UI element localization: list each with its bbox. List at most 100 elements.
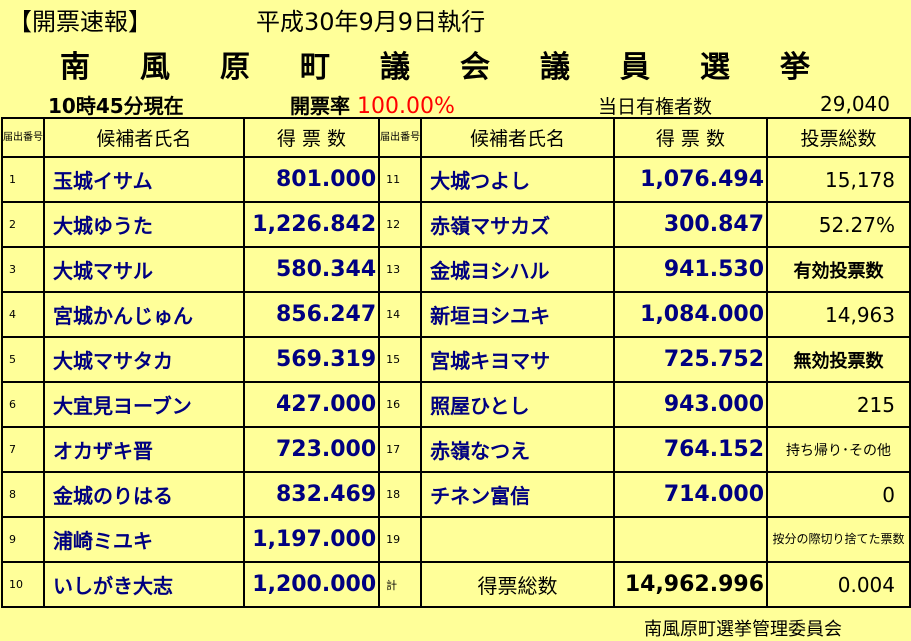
candidate-votes: 1,076.494 xyxy=(612,156,769,203)
table-row: 1 玉城イサム 801.000 11 大城つよし 1,076.494 15,17… xyxy=(1,156,911,203)
rate-label: 開票率 xyxy=(290,94,350,118)
header-no: 届出番号 xyxy=(378,117,423,158)
candidate-name: 大城マサル xyxy=(43,246,245,293)
total-row-label: 計 xyxy=(378,561,423,608)
candidate-no: 11 xyxy=(378,156,423,203)
candidate-name: 玉城イサム xyxy=(43,156,245,203)
candidate-votes: 943.000 xyxy=(612,381,769,428)
rounding-label: 按分の際切り捨てた票数 xyxy=(766,516,911,563)
candidate-votes: 856.247 xyxy=(242,291,381,338)
title-char: 会 xyxy=(460,50,490,85)
total-votes-value: 15,178 xyxy=(766,156,911,203)
candidate-no: 6 xyxy=(1,381,45,428)
total-votes-sum: 14,962.996 xyxy=(612,561,769,608)
table-header-row: 届出番号 候補者氏名 得 票 数 届出番号 候補者氏名 得 票 数 投票総数 xyxy=(1,117,911,158)
candidate-votes: 1,226.842 xyxy=(242,201,381,248)
candidate-no: 15 xyxy=(378,336,423,383)
table-row: 6 大宜見ヨーブン 427.000 16 照屋ひとし 943.000 215 xyxy=(1,381,911,428)
candidate-no: 1 xyxy=(1,156,45,203)
total-votes-label: 得票総数 xyxy=(420,561,615,608)
candidate-votes: 427.000 xyxy=(242,381,381,428)
title-char: 員 xyxy=(620,50,650,85)
header-name: 候補者氏名 xyxy=(420,117,615,158)
candidate-name: 金城ヨシハル xyxy=(420,246,615,293)
candidate-no: 14 xyxy=(378,291,423,338)
candidate-name: 照屋ひとし xyxy=(420,381,615,428)
candidate-name: 浦崎ミユキ xyxy=(43,516,245,563)
candidate-name: 大城つよし xyxy=(420,156,615,203)
other-value: 0 xyxy=(766,471,911,518)
title-char: 原 xyxy=(220,50,250,85)
table-row: 7 オカザキ晋 723.000 17 赤嶺なつえ 764.152 持ち帰り･その… xyxy=(1,426,911,473)
title-char: 議 xyxy=(380,50,410,85)
title-char: 挙 xyxy=(780,50,810,85)
table-row: 10 いしがき大志 1,200.000 計 得票総数 14,962.996 0.… xyxy=(1,561,911,608)
candidate-no: 16 xyxy=(378,381,423,428)
table-row: 2 大城ゆうた 1,226.842 12 赤嶺マサカズ 300.847 52.2… xyxy=(1,201,911,248)
invalid-votes-label: 無効投票数 xyxy=(766,336,911,383)
footer-committee: 南風原町選挙管理委員会 xyxy=(644,619,842,640)
time-status: 10時45分現在 xyxy=(48,94,184,118)
invalid-votes-value: 215 xyxy=(766,381,911,428)
candidate-votes: 1,197.000 xyxy=(242,516,381,563)
candidate-name: 赤嶺マサカズ xyxy=(420,201,615,248)
title-char: 選 xyxy=(700,50,730,85)
title-char: 南 xyxy=(60,50,90,85)
header-votes: 得 票 数 xyxy=(612,117,769,158)
candidate-name: 宮城かんじゅん xyxy=(43,291,245,338)
candidate-name: 大城マサタカ xyxy=(43,336,245,383)
turnout-value: 52.27% xyxy=(766,201,911,248)
rate-status: 開票率 100.00% xyxy=(290,90,455,119)
table-row: 3 大城マサル 580.344 13 金城ヨシハル 941.530 有効投票数 xyxy=(1,246,911,293)
candidate-votes: 580.344 xyxy=(242,246,381,293)
rounding-value: 0.004 xyxy=(766,561,911,608)
candidate-name: 大宜見ヨーブン xyxy=(43,381,245,428)
candidate-votes: 764.152 xyxy=(612,426,769,473)
header-no: 届出番号 xyxy=(1,117,45,158)
candidate-no: 13 xyxy=(378,246,423,293)
candidate-no: 7 xyxy=(1,426,45,473)
header-votes: 得 票 数 xyxy=(242,117,381,158)
candidate-name: 新垣ヨシユキ xyxy=(420,291,615,338)
candidate-name: 金城のりはる xyxy=(43,471,245,518)
candidate-votes: 714.000 xyxy=(612,471,769,518)
table-row: 9 浦崎ミユキ 1,197.000 19 按分の際切り捨てた票数 xyxy=(1,516,911,563)
title-char: 議 xyxy=(540,50,570,85)
candidate-no: 2 xyxy=(1,201,45,248)
eligible-label: 当日有権者数 xyxy=(598,96,713,118)
other-label: 持ち帰り･その他 xyxy=(766,426,911,473)
table-row: 8 金城のりはる 832.469 18 チネン富信 714.000 0 xyxy=(1,471,911,518)
candidate-votes: 941.530 xyxy=(612,246,769,293)
candidate-no: 19 xyxy=(378,516,423,563)
rate-value: 100.00% xyxy=(356,94,455,119)
candidate-no: 10 xyxy=(1,561,45,608)
valid-votes-value: 14,963 xyxy=(766,291,911,338)
header-name: 候補者氏名 xyxy=(43,117,245,158)
candidate-votes: 569.319 xyxy=(242,336,381,383)
results-table: 届出番号 候補者氏名 得 票 数 届出番号 候補者氏名 得 票 数 投票総数 1… xyxy=(1,117,911,608)
candidate-name: いしがき大志 xyxy=(43,561,245,608)
candidate-votes: 1,200.000 xyxy=(242,561,381,608)
candidate-name: オカザキ晋 xyxy=(43,426,245,473)
candidate-votes: 832.469 xyxy=(242,471,381,518)
candidate-no: 3 xyxy=(1,246,45,293)
candidate-no: 8 xyxy=(1,471,45,518)
candidate-no: 9 xyxy=(1,516,45,563)
page-title: 南風原町議会議員選挙 xyxy=(60,42,860,86)
candidate-votes: 801.000 xyxy=(242,156,381,203)
candidate-no: 4 xyxy=(1,291,45,338)
candidate-no: 12 xyxy=(378,201,423,248)
candidate-votes: 300.847 xyxy=(612,201,769,248)
valid-votes-label: 有効投票数 xyxy=(766,246,911,293)
candidate-no: 17 xyxy=(378,426,423,473)
candidate-name: 宮城キヨマサ xyxy=(420,336,615,383)
candidate-no: 18 xyxy=(378,471,423,518)
bulletin-label: 【開票速報】 xyxy=(8,8,152,36)
title-char: 町 xyxy=(300,50,330,85)
table-row: 5 大城マサタカ 569.319 15 宮城キヨマサ 725.752 無効投票数 xyxy=(1,336,911,383)
candidate-name: 大城ゆうた xyxy=(43,201,245,248)
candidate-votes: 1,084.000 xyxy=(612,291,769,338)
candidate-name: 赤嶺なつえ xyxy=(420,426,615,473)
table-row: 4 宮城かんじゅん 856.247 14 新垣ヨシユキ 1,084.000 14… xyxy=(1,291,911,338)
candidate-votes xyxy=(612,516,769,563)
